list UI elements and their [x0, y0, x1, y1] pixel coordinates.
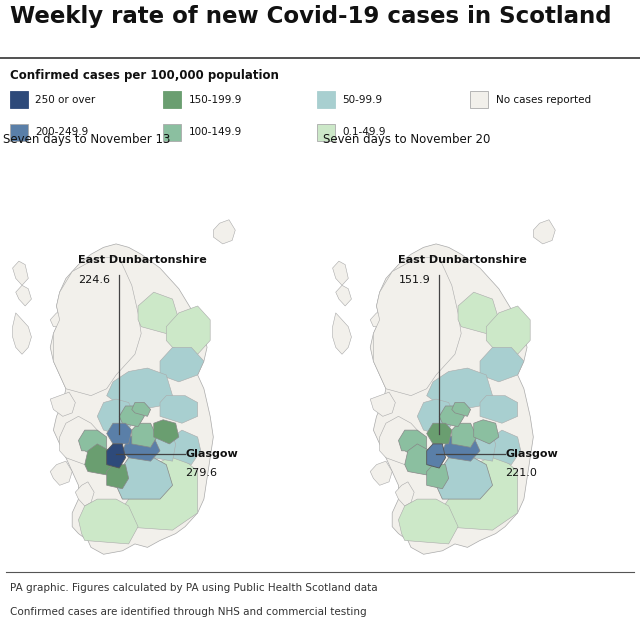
Polygon shape [150, 430, 175, 461]
Polygon shape [84, 444, 113, 475]
Polygon shape [370, 393, 396, 416]
Polygon shape [404, 444, 433, 475]
Text: No cases reported: No cases reported [496, 95, 591, 105]
Polygon shape [107, 465, 129, 489]
Polygon shape [493, 430, 521, 465]
Polygon shape [470, 430, 495, 461]
Text: PA graphic. Figures calculated by PA using Public Health Scotland data: PA graphic. Figures calculated by PA usi… [10, 583, 377, 593]
Polygon shape [132, 403, 150, 416]
Polygon shape [399, 430, 427, 458]
Text: Confirmed cases are identified through NHS and commercial testing: Confirmed cases are identified through N… [10, 607, 366, 617]
FancyBboxPatch shape [317, 91, 335, 108]
Text: Confirmed cases per 100,000 population: Confirmed cases per 100,000 population [10, 69, 278, 82]
Polygon shape [439, 406, 464, 426]
Polygon shape [51, 393, 76, 416]
Polygon shape [533, 219, 556, 244]
Polygon shape [399, 499, 458, 544]
Text: Weekly rate of new Covid-19 cases in Scotland: Weekly rate of new Covid-19 cases in Sco… [10, 5, 611, 28]
Polygon shape [333, 261, 348, 285]
Polygon shape [160, 396, 198, 423]
Polygon shape [132, 423, 157, 448]
Polygon shape [107, 444, 125, 468]
Polygon shape [97, 399, 135, 434]
Polygon shape [427, 423, 452, 444]
Polygon shape [370, 313, 392, 334]
Polygon shape [116, 458, 173, 499]
Text: Seven days to November 20: Seven days to November 20 [323, 133, 491, 146]
Text: 224.6: 224.6 [79, 275, 111, 285]
Text: 221.0: 221.0 [505, 468, 537, 478]
Polygon shape [474, 420, 499, 444]
Polygon shape [51, 313, 72, 334]
Polygon shape [427, 368, 493, 409]
Text: East Dunbartonshire: East Dunbartonshire [399, 255, 527, 265]
Polygon shape [396, 482, 414, 506]
FancyBboxPatch shape [10, 124, 28, 141]
Polygon shape [51, 461, 72, 485]
Polygon shape [154, 420, 179, 444]
Text: 250 or over: 250 or over [35, 95, 95, 105]
Polygon shape [107, 368, 173, 409]
Polygon shape [76, 482, 94, 506]
FancyBboxPatch shape [317, 124, 335, 141]
Polygon shape [336, 285, 351, 306]
FancyBboxPatch shape [10, 91, 28, 108]
Polygon shape [436, 458, 493, 499]
Text: 0.1-49.9: 0.1-49.9 [342, 127, 386, 137]
Polygon shape [373, 258, 461, 396]
Polygon shape [370, 244, 533, 554]
Text: Seven days to November 13: Seven days to November 13 [3, 133, 171, 146]
Polygon shape [53, 258, 141, 396]
Polygon shape [452, 403, 470, 416]
Text: East Dunbartonshire: East Dunbartonshire [79, 255, 207, 265]
Polygon shape [370, 461, 392, 485]
Polygon shape [442, 434, 480, 461]
Text: 100-149.9: 100-149.9 [189, 127, 242, 137]
Polygon shape [417, 399, 455, 434]
Polygon shape [380, 416, 424, 465]
FancyBboxPatch shape [163, 124, 181, 141]
Polygon shape [51, 244, 213, 554]
Polygon shape [107, 423, 132, 444]
Polygon shape [16, 285, 31, 306]
Polygon shape [173, 430, 201, 465]
Polygon shape [79, 499, 138, 544]
Polygon shape [79, 430, 107, 458]
Polygon shape [439, 458, 518, 530]
Text: 151.9: 151.9 [399, 275, 430, 285]
Polygon shape [119, 458, 198, 530]
Polygon shape [119, 406, 145, 426]
Polygon shape [213, 219, 236, 244]
Polygon shape [458, 292, 499, 334]
Text: 150-199.9: 150-199.9 [189, 95, 242, 105]
Text: 50-99.9: 50-99.9 [342, 95, 383, 105]
Polygon shape [122, 434, 160, 461]
Polygon shape [333, 313, 351, 354]
Polygon shape [480, 347, 524, 382]
Polygon shape [486, 306, 530, 354]
Text: Glasgow: Glasgow [505, 450, 558, 459]
Text: Glasgow: Glasgow [185, 450, 238, 459]
Polygon shape [13, 313, 31, 354]
Polygon shape [166, 306, 210, 354]
FancyBboxPatch shape [163, 91, 181, 108]
Polygon shape [480, 396, 518, 423]
Polygon shape [60, 416, 104, 465]
Polygon shape [138, 292, 179, 334]
FancyBboxPatch shape [470, 91, 488, 108]
Polygon shape [427, 444, 445, 468]
Polygon shape [13, 261, 28, 285]
Polygon shape [452, 423, 477, 448]
Text: 200-249.9: 200-249.9 [35, 127, 88, 137]
Text: 279.6: 279.6 [185, 468, 217, 478]
Polygon shape [427, 465, 449, 489]
Polygon shape [160, 347, 204, 382]
